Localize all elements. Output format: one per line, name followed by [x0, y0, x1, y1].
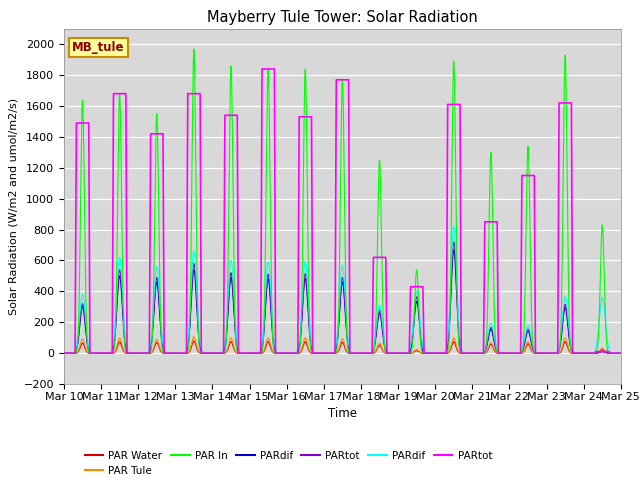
Text: MB_tule: MB_tule: [72, 41, 125, 54]
X-axis label: Time: Time: [328, 407, 357, 420]
Y-axis label: Solar Radiation (W/m2 and umol/m2/s): Solar Radiation (W/m2 and umol/m2/s): [8, 98, 18, 315]
Title: Mayberry Tule Tower: Solar Radiation: Mayberry Tule Tower: Solar Radiation: [207, 10, 478, 25]
Legend: PAR Water, PAR Tule, PAR In, PARdif, PARtot, PARdif, PARtot: PAR Water, PAR Tule, PAR In, PARdif, PAR…: [81, 446, 497, 480]
